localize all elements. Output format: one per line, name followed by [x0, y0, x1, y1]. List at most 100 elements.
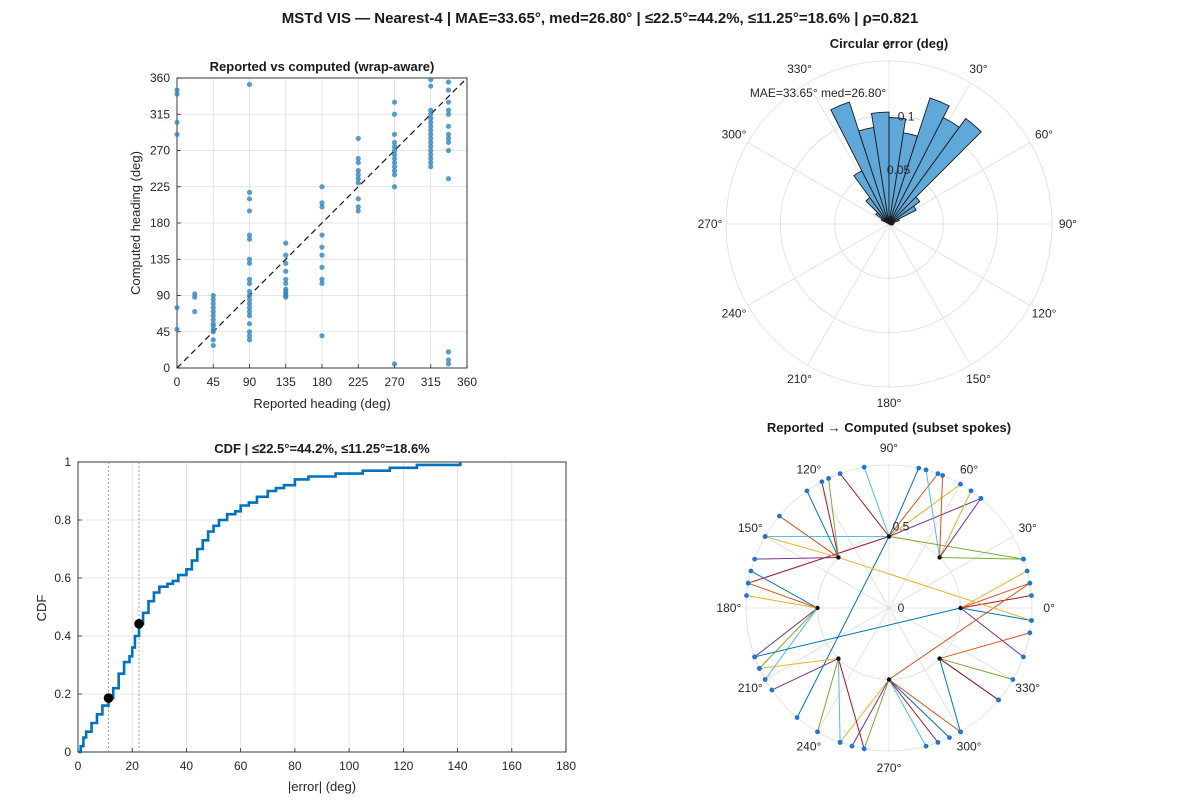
computed-point	[935, 739, 941, 745]
scatter-point	[319, 204, 325, 210]
spokes-theta-label: 90°	[880, 441, 898, 455]
spoke-line	[863, 679, 890, 749]
cdf-xtick-label: 20	[126, 759, 140, 773]
scatter-point	[319, 184, 325, 190]
scatter-point	[428, 159, 434, 166]
scatter-point	[355, 180, 361, 186]
cdf-ylabel: CDF	[34, 595, 49, 622]
spoke-line	[925, 469, 941, 558]
rose-spoke	[747, 223, 890, 306]
spoke-line	[839, 679, 890, 743]
scatter-point	[428, 155, 434, 162]
rose-theta-label: 270°	[698, 217, 723, 231]
computed-point	[958, 729, 963, 735]
computed-point	[849, 743, 855, 749]
spokes-radial	[764, 607, 890, 680]
rose-theta-label: 300°	[722, 128, 747, 142]
scatter-point	[355, 159, 361, 166]
computed-point	[968, 488, 974, 494]
scatter-point	[445, 139, 452, 146]
scatter-point	[210, 313, 216, 319]
scatter-xtick-label: 135	[276, 375, 296, 389]
cdf-marker	[103, 693, 114, 703]
scatter-point	[428, 83, 434, 89]
scatter-point	[246, 309, 253, 315]
circular-error-panel: Circular error (deg) 0° 30° 60° 90° 120° 150°…	[698, 36, 1078, 410]
scatter-point	[391, 172, 398, 178]
spoke-line	[888, 679, 961, 733]
spoke-line	[888, 536, 1024, 560]
computed-point	[819, 479, 825, 485]
scatter-point	[391, 361, 398, 367]
computed-point	[923, 467, 929, 473]
scatter-point	[246, 208, 253, 214]
cdf-xtick-label: 80	[288, 759, 302, 773]
spoke-line	[821, 481, 839, 558]
spokes-radial	[888, 607, 1014, 680]
spoke-line	[754, 607, 961, 658]
scatter-point	[391, 143, 398, 150]
computed-point	[1024, 568, 1030, 574]
rose-bar	[888, 223, 892, 226]
spokes-radial	[888, 536, 1014, 609]
scatter-point	[355, 208, 361, 214]
scatter-point	[174, 131, 180, 137]
scatter-point	[428, 131, 434, 137]
rose-theta-label: 90°	[1059, 217, 1077, 231]
scatter-point	[246, 313, 253, 319]
spoke-line	[748, 536, 890, 584]
scatter-point	[246, 280, 253, 287]
spoke-line	[960, 607, 1032, 621]
scatter-point	[445, 87, 452, 93]
cdf-ytick-label: 0.6	[54, 571, 71, 585]
scatter-point	[210, 296, 216, 303]
spoke-line	[837, 658, 841, 743]
cdf-xtick-label: 40	[180, 759, 194, 773]
computed-point	[978, 496, 984, 501]
spokes-r-label: 0.5	[893, 520, 910, 534]
rose-theta-label: 330°	[787, 62, 812, 76]
scatter-point	[246, 296, 253, 303]
scatter-point	[210, 317, 216, 323]
scatter-point	[210, 337, 216, 343]
spokes-theta-label: 60°	[960, 462, 978, 476]
computed-point	[826, 475, 831, 481]
scatter-point	[445, 176, 452, 182]
cdf-ytick-label: 0.8	[54, 513, 71, 527]
spoke-line	[939, 658, 1013, 680]
scatter-point	[174, 326, 180, 332]
scatter-point	[355, 176, 361, 182]
cdf-xtick-label: 120	[393, 759, 413, 773]
spokes-theta-label: 330°	[1015, 681, 1040, 695]
spokes-theta-label: 0°	[1043, 601, 1055, 615]
scatter-point	[445, 349, 452, 355]
rose-spoke	[747, 142, 890, 225]
spoke-line	[939, 498, 982, 558]
scatter-point	[283, 280, 289, 287]
computed-point	[935, 471, 941, 477]
scatter-point	[246, 329, 253, 335]
scatter-point	[391, 111, 398, 117]
spokes-title: Reported → Computed (subset spokes)	[767, 420, 1011, 435]
spoke-line	[765, 536, 839, 558]
spoke-line	[779, 515, 839, 558]
rose-theta-label: 30°	[969, 62, 987, 76]
scatter-point	[428, 111, 434, 117]
rose-bar	[888, 196, 921, 225]
spokes-theta-label: 240°	[797, 740, 822, 754]
spoke-line	[817, 658, 839, 732]
computed-point	[837, 471, 843, 477]
spoke-line	[746, 595, 818, 609]
computed-point	[1010, 677, 1016, 682]
cdf-title: CDF | ≤22.5°=44.2%, ≤11.25°=18.6%	[214, 441, 430, 456]
scatter-point	[391, 151, 398, 158]
scatter-point	[445, 99, 452, 105]
scatter-point	[391, 131, 398, 137]
scatter-point	[428, 123, 434, 129]
cdf-ytick-label: 0.2	[54, 687, 71, 701]
rose-spoke	[888, 223, 1031, 306]
scatter-point	[445, 111, 452, 117]
cdf-xtick-label: 180	[556, 759, 576, 773]
rose-spoke	[807, 223, 890, 366]
scatter-point	[246, 321, 253, 327]
